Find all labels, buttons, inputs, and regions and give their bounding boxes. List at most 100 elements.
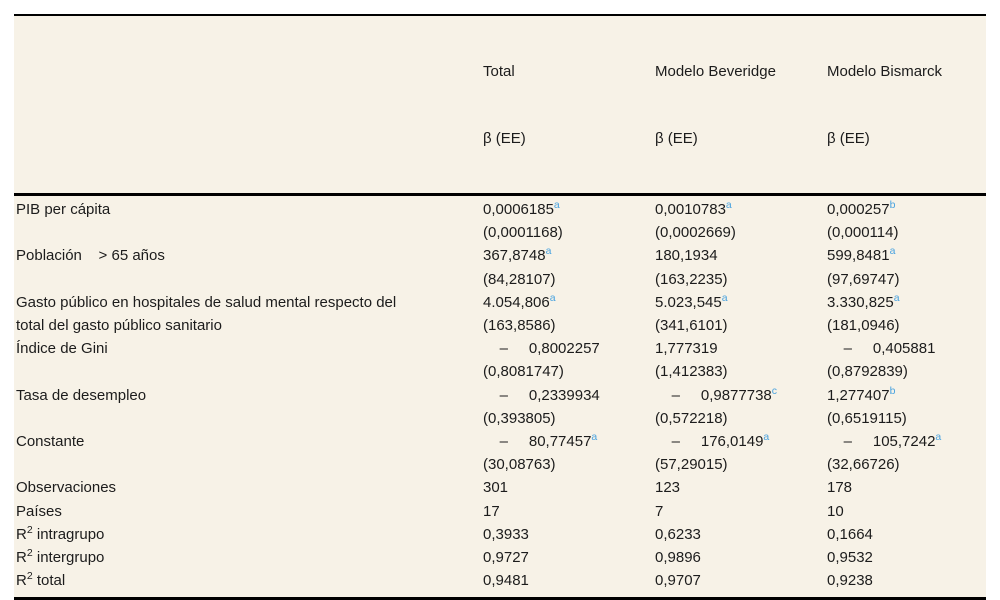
cell-bismarck: 0,1664 (827, 525, 873, 543)
cell-total: 0,9727 (483, 549, 529, 567)
column-subtitle: β (EE) (827, 130, 870, 147)
table-row: (84,28107) (163,2235) (97,69747) (16, 268, 984, 291)
row-label: Constante (16, 433, 85, 451)
header-col-bismarck: Modelo Bismarck β (EE) (827, 24, 984, 187)
cell-beveridge: (0,0002669) (655, 224, 736, 242)
cell-total: (30,08763) (483, 456, 556, 474)
header-col-beveridge: Modelo Beveridge β (EE) (655, 24, 827, 187)
cell-total: 0,9481 (483, 572, 529, 590)
cell-beveridge: 0,6233 (655, 525, 701, 543)
cell-bismarck: (181,0946) (827, 317, 900, 335)
cell-beveridge: (341,6101) (655, 317, 728, 335)
row-label: Población > 65 años (16, 247, 165, 265)
header-col-total: Total β (EE) (483, 24, 655, 187)
table-row: total del gasto público sanitario (163,8… (16, 314, 984, 337)
cell-bismarck: 0,9532 (827, 549, 873, 567)
row-label: total del gasto público sanitario (16, 317, 222, 335)
cell-bismarck: 10 (827, 502, 844, 520)
cell-total: 301 (483, 479, 509, 497)
cell-bismarck: 178 (827, 479, 853, 497)
row-label (16, 268, 483, 291)
cell-beveridge: 180,1934 (655, 247, 718, 265)
table-top-rule (14, 14, 986, 16)
cell-total: (84,28107) (483, 270, 556, 288)
cell-total: – 0,8002257 (483, 340, 600, 358)
row-label: Países (16, 502, 62, 520)
cell-bismarck: (0,6519115) (827, 409, 907, 427)
cell-beveridge: 0,9896 (655, 549, 701, 567)
cell-total: (0,8081747) (483, 363, 564, 381)
column-title: Modelo Bismarck (827, 63, 943, 80)
row-label: R2 total (16, 570, 66, 590)
cell-bismarck: 0,9238 (827, 572, 873, 590)
cell-total: 0,0006185a (483, 199, 560, 218)
cell-total: – 0,2339934 (483, 386, 600, 404)
cell-beveridge: (0,572218) (655, 409, 728, 427)
row-label: R2 intragrupo (16, 523, 105, 543)
column-title: Modelo Beveridge (655, 63, 776, 80)
cell-bismarck: 1,277407b (827, 384, 896, 404)
cell-total: – 80,77457a (483, 431, 598, 451)
cell-beveridge: 123 (655, 479, 681, 497)
cell-total: 367,8748a (483, 245, 552, 265)
row-label (16, 453, 483, 476)
table-row: Países 17 7 10 (16, 500, 984, 523)
table-row: Gasto público en hospitales de salud men… (16, 291, 984, 314)
row-label (16, 360, 483, 383)
table-row: Observaciones 301 123 178 (16, 476, 984, 499)
cell-beveridge: – 0,9877738c (655, 384, 778, 404)
cell-beveridge: (57,29015) (655, 456, 728, 474)
table-row: (30,08763) (57,29015) (32,66726) (16, 453, 984, 476)
cell-total: (0,393805) (483, 409, 556, 427)
table-header-rule (14, 193, 986, 196)
column-subtitle: β (EE) (483, 130, 526, 147)
cell-bismarck: 3.330,825a (827, 291, 900, 311)
cell-beveridge: 0,9707 (655, 572, 701, 590)
cell-beveridge: 5.023,545a (655, 291, 728, 311)
row-label: Tasa de desempleo (16, 386, 147, 404)
cell-bismarck: – 0,405881 (827, 340, 936, 358)
cell-beveridge: 1,777319 (655, 340, 718, 358)
table-row: R2 intergrupo 0,9727 0,9896 0,9532 (16, 546, 984, 569)
cell-bismarck: (0,8792839) (827, 363, 908, 381)
table-row: R2 intragrupo 0,3933 0,6233 0,1664 (16, 523, 984, 546)
cell-bismarck: – 105,7242a (827, 431, 942, 451)
cell-bismarck: (0,000114) (827, 224, 899, 242)
regression-table: Total β (EE) Modelo Beveridge β (EE) Mod… (14, 14, 986, 600)
table-row: Índice de Gini – 0,8002257 1,777319 – 0,… (16, 337, 984, 360)
cell-bismarck: 0,000257b (827, 199, 896, 218)
table-row: (0,0001168) (0,0002669) (0,000114) (16, 221, 984, 244)
table-row: Tasa de desempleo – 0,2339934 – 0,987773… (16, 384, 984, 407)
cell-total: 4.054,806a (483, 291, 556, 311)
row-label: Observaciones (16, 479, 117, 497)
table-body: PIB per cápita 0,0006185a 0,0010783a 0,0… (14, 196, 986, 598)
cell-total: (163,8586) (483, 317, 556, 335)
row-label: Gasto público en hospitales de salud men… (16, 293, 397, 311)
row-label: PIB per cápita (16, 201, 111, 218)
cell-bismarck: (32,66726) (827, 456, 900, 474)
cell-total: (0,0001168) (483, 224, 563, 242)
cell-bismarck: (97,69747) (827, 270, 900, 288)
row-label: R2 intergrupo (16, 547, 105, 567)
table-row: (0,8081747) (1,412383) (0,8792839) (16, 360, 984, 383)
cell-total: 0,3933 (483, 525, 529, 543)
table-row: R2 total 0,9481 0,9707 0,9238 (16, 569, 984, 592)
cell-beveridge: 7 (655, 502, 664, 520)
column-title: Total (483, 63, 515, 80)
table-row: Constante – 80,77457a – 176,0149a – 105,… (16, 430, 984, 453)
cell-beveridge: (163,2235) (655, 270, 728, 288)
table-row: PIB per cápita 0,0006185a 0,0010783a 0,0… (16, 198, 984, 221)
row-label (16, 407, 483, 430)
cell-beveridge: (1,412383) (655, 363, 728, 381)
table-row: Población > 65 años 367,8748a 180,1934 5… (16, 244, 984, 267)
table-row: (0,393805) (0,572218) (0,6519115) (16, 407, 984, 430)
row-label: Índice de Gini (16, 340, 108, 358)
cell-beveridge: 0,0010783a (655, 199, 732, 218)
cell-total: 17 (483, 502, 500, 520)
header-spacer (16, 24, 483, 187)
column-subtitle: β (EE) (655, 130, 698, 147)
cell-bismarck: 599,8481a (827, 245, 896, 265)
cell-beveridge: – 176,0149a (655, 431, 770, 451)
row-label (16, 221, 483, 244)
table-header-row: Total β (EE) Modelo Beveridge β (EE) Mod… (14, 16, 986, 193)
